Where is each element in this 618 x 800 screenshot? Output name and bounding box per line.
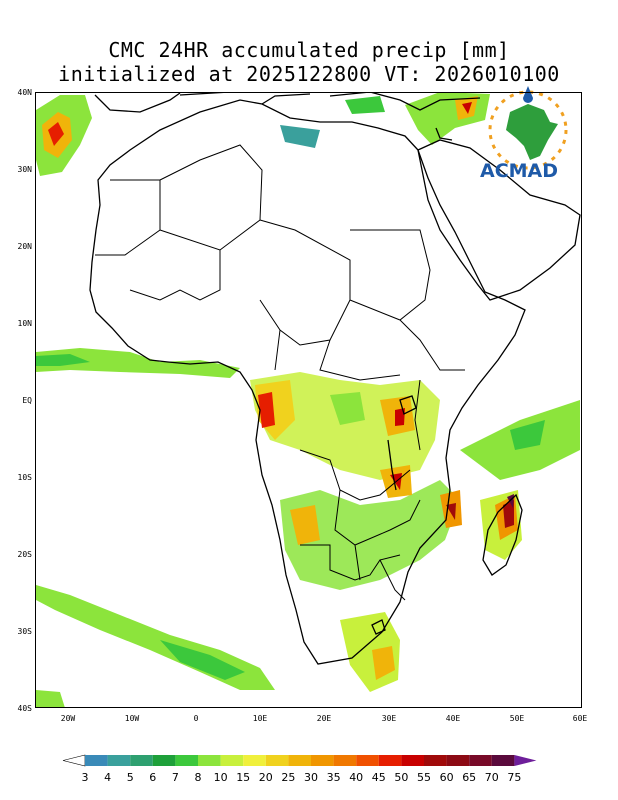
colorbar-swatch <box>243 755 266 766</box>
colorbar-label: 25 <box>281 771 296 784</box>
great-lakes <box>387 395 417 491</box>
lon-label-20w: 20W <box>60 714 76 723</box>
lat-label-20s: 20S <box>17 550 32 559</box>
colorbar-label: 15 <box>236 771 251 784</box>
lon-label-30e: 30E <box>381 714 397 723</box>
colorbar-label: 75 <box>507 771 522 784</box>
colorbar-swatch <box>152 755 176 766</box>
precip-band-gulf-of-guinea <box>36 348 240 378</box>
africa-icon <box>506 104 558 160</box>
arabia-coastline <box>417 139 581 301</box>
colorbar-label: 40 <box>349 771 364 784</box>
colorbar-label: 7 <box>171 771 179 784</box>
lat-label-30s: 30S <box>17 627 32 636</box>
colorbar-label: 3 <box>81 771 89 784</box>
colorbar-swatch <box>288 755 311 766</box>
acmad-logo <box>488 86 568 170</box>
colorbar-label: 55 <box>417 771 431 784</box>
lon-label-20e: 20E <box>316 714 332 723</box>
drop-icon <box>523 86 533 103</box>
precip-field <box>36 92 580 708</box>
colorbar-swatch <box>424 755 447 766</box>
chart-title-line-2: initialized at 2025122800 VT: 2026010100 <box>58 62 560 86</box>
colorbar-swatch <box>378 755 402 766</box>
colorbar-swatch <box>175 755 198 766</box>
colorbar-swatch <box>130 755 153 766</box>
colorbar-label: 35 <box>326 771 341 784</box>
coastlines-borders <box>89 92 581 665</box>
colorbar-arrow-low <box>62 754 86 767</box>
colorbar-swatch <box>265 755 289 766</box>
colorbar-label: 4 <box>104 771 112 784</box>
colorbar-swatch <box>469 755 492 766</box>
lat-label-40s: 40S <box>17 704 32 713</box>
colorbar-swatch <box>333 755 357 766</box>
colorbar-swatch <box>198 755 221 766</box>
colorbar-swatch <box>491 755 515 766</box>
iberia-coastline <box>94 92 181 113</box>
colorbar-swatch <box>356 755 379 766</box>
lat-label-30n: 30N <box>17 165 32 174</box>
colorbar-label: 30 <box>304 771 318 784</box>
africa-coastline <box>89 99 526 665</box>
colorbar-label: 45 <box>371 771 386 784</box>
colorbar-swatch <box>446 755 470 766</box>
colorbar-label: 65 <box>462 771 477 784</box>
colorbar-swatch <box>401 755 424 766</box>
lon-label-10e: 10E <box>252 714 268 723</box>
colorbar-label: 60 <box>439 771 454 784</box>
colorbar-swatch <box>311 755 334 766</box>
map-frame <box>35 92 582 708</box>
colorbar-label: 50 <box>394 771 409 784</box>
colorbar-swatch <box>220 755 244 766</box>
colorbar-label: 5 <box>126 771 134 784</box>
lon-label-0: 0 <box>193 714 199 723</box>
precip-area-southern-africa <box>280 480 460 590</box>
lon-label-10w: 10W <box>124 714 140 723</box>
acmad-logo-text: ACMAD <box>480 160 559 182</box>
lat-label-40n: 40N <box>17 88 32 97</box>
lon-label-60e: 60E <box>572 714 588 723</box>
madagascar-coastline <box>482 493 523 576</box>
lat-label-10s: 10S <box>17 473 32 482</box>
colorbar-swatch <box>107 755 131 766</box>
lat-label-eq: EQ <box>22 396 32 405</box>
colorbar-label: 10 <box>213 771 228 784</box>
colorbar-label: 6 <box>149 771 157 784</box>
country-borders <box>95 144 465 601</box>
lon-label-50e: 50E <box>509 714 525 723</box>
lon-label-40e: 40E <box>445 714 461 723</box>
colorbar-label: 8 <box>194 771 202 784</box>
colorbar-arrow-high <box>514 755 537 766</box>
colorbar-label: 20 <box>258 771 273 784</box>
chart-title-line-1: CMC 24HR accumulated precip [mm] <box>108 38 510 62</box>
lat-label-10n: 10N <box>17 319 32 328</box>
lat-label-20n: 20N <box>17 242 32 251</box>
colorbar-label: 70 <box>484 771 499 784</box>
colorbar-swatch <box>85 755 108 766</box>
